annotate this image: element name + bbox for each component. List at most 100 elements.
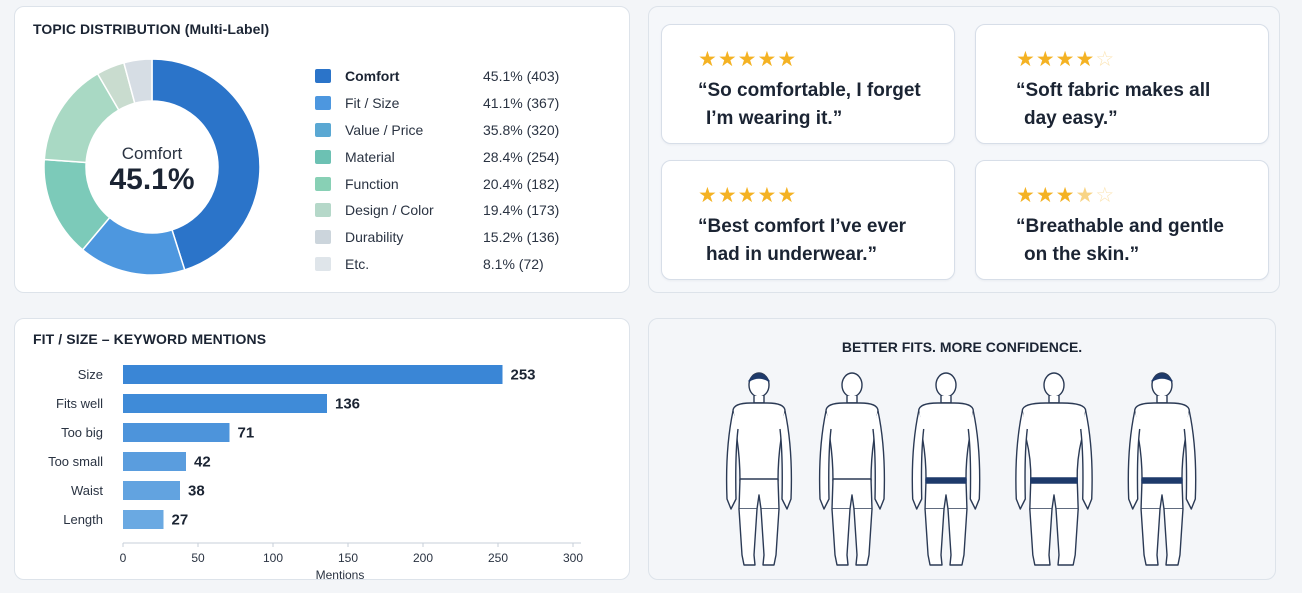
bar xyxy=(123,365,503,384)
figure-torso xyxy=(918,402,974,482)
figure-arm xyxy=(779,410,793,510)
body-figures-illustration xyxy=(725,372,1197,566)
figure-arm xyxy=(1080,410,1093,510)
figure-leg xyxy=(831,508,851,566)
bar xyxy=(123,510,164,529)
star-icon: ★ xyxy=(1035,184,1056,207)
legend-item: Material 28.4% (254) xyxy=(315,143,615,170)
legend-label: Design / Color xyxy=(345,202,434,219)
star-icon: ☆ xyxy=(1095,48,1116,71)
star-icon: ★ xyxy=(1016,48,1036,71)
figure-head xyxy=(1043,372,1065,398)
legend-swatch xyxy=(315,230,331,245)
figure-neck xyxy=(940,396,952,404)
bar-value-label: 42 xyxy=(194,454,211,471)
star-rating: ★★★★☆ xyxy=(1016,47,1115,72)
legend-label: Comfort xyxy=(345,68,400,85)
star-rating: ★★★★★ xyxy=(698,183,797,208)
bar-category-label: Waist xyxy=(71,483,103,498)
star-icon: ★ xyxy=(737,184,758,207)
reviews-panel: ★★★★★ “So comfortable, I forget I’m wear… xyxy=(648,6,1280,293)
figure-torso xyxy=(1021,402,1087,482)
legend-swatch xyxy=(315,96,331,111)
legend-label: Material xyxy=(345,148,395,165)
figure-arm xyxy=(1183,410,1197,510)
body-figure xyxy=(911,372,981,566)
legend-item: Etc. 8.1% (72) xyxy=(315,251,615,278)
legend-value: 35.8% (320) xyxy=(483,121,560,138)
figure-underwear xyxy=(738,478,780,510)
star-icon: ★ xyxy=(737,48,758,71)
review-card: ★★★★☆ “Breathable and gentle on the skin… xyxy=(975,160,1269,280)
bar-category-label: Length xyxy=(63,512,103,527)
figure-hair xyxy=(748,373,770,382)
review-card: ★★★★☆ “Soft fabric makes all day easy.” xyxy=(975,24,1269,144)
bar xyxy=(123,452,186,471)
legend-item: Durability 15.2% (136) xyxy=(315,224,615,251)
star-rating: ★★★★★ xyxy=(698,47,797,72)
legend-swatch xyxy=(315,176,331,191)
star-icon: ★ xyxy=(1075,184,1096,207)
figure-leg xyxy=(760,508,780,566)
body-figure xyxy=(1015,372,1093,566)
figure-head xyxy=(935,372,957,398)
donut-center-value: 45.1% xyxy=(109,163,194,196)
figure-hair xyxy=(1151,373,1173,382)
bar xyxy=(123,394,327,413)
bar-category-label: Too big xyxy=(61,425,103,440)
review-quote-line: I’m wearing it.” xyxy=(706,108,843,129)
figure-leg xyxy=(738,508,758,566)
donut-chart: Comfort 45.1% xyxy=(43,58,261,276)
legend-value: 8.1% (72) xyxy=(483,255,544,272)
star-rating: ★★★★☆ xyxy=(1016,183,1115,208)
legend-value: 19.4% (173) xyxy=(483,202,560,219)
star-icon: ★ xyxy=(717,184,738,207)
legend-swatch xyxy=(315,69,331,84)
body-figure xyxy=(818,372,886,566)
star-icon: ★ xyxy=(777,48,798,71)
legend-item: Function 20.4% (182) xyxy=(315,170,615,197)
figure-arm xyxy=(725,410,739,510)
figure-neck xyxy=(753,396,765,404)
donut-hole xyxy=(86,101,218,233)
review-quote: “So comfortable, I forget I’m wearing it… xyxy=(698,77,938,133)
star-icon: ☆ xyxy=(1095,184,1116,207)
legend-label: Function xyxy=(345,175,399,192)
review-quote-line: “Soft fabric makes all xyxy=(1016,80,1211,101)
figure-torso xyxy=(825,402,879,482)
bar-category-label: Size xyxy=(78,367,103,382)
figure-leg xyxy=(853,508,873,566)
figure-torso xyxy=(1134,402,1190,482)
figure-neck xyxy=(1156,396,1168,404)
topic-distribution-panel: TOPIC DISTRIBUTION (Multi-Label) Comfort… xyxy=(14,6,630,293)
x-tick-label: 250 xyxy=(488,551,508,565)
star-icon: ★ xyxy=(757,184,778,207)
x-axis-label: Mentions xyxy=(316,568,365,581)
figure-torso xyxy=(732,402,786,482)
donut-center-label: Comfort xyxy=(122,144,183,163)
star-icon: ★ xyxy=(1055,184,1076,207)
figure-arm xyxy=(1015,410,1028,510)
star-icon: ★ xyxy=(1075,48,1096,71)
legend-value: 20.4% (182) xyxy=(483,175,560,192)
figure-arm xyxy=(872,410,886,510)
figures-title: BETTER FITS. MORE CONFIDENCE. xyxy=(841,339,1083,355)
figure-waistband xyxy=(1030,477,1078,484)
x-tick-label: 100 xyxy=(263,551,283,565)
legend-value: 28.4% (254) xyxy=(483,148,560,165)
legend-label: Fit / Size xyxy=(345,95,400,112)
figure-neck xyxy=(1048,396,1060,404)
figure-leg xyxy=(1163,508,1184,566)
figure-arm xyxy=(818,410,832,510)
x-tick-label: 0 xyxy=(120,551,127,565)
legend-label: Etc. xyxy=(345,255,370,272)
review-quote-line: “Breathable and gentle xyxy=(1016,216,1224,237)
review-quote-line: “So comfortable, I forget xyxy=(698,80,921,101)
figure-head xyxy=(841,372,863,398)
star-icon: ★ xyxy=(698,184,718,207)
review-card: ★★★★★ “So comfortable, I forget I’m wear… xyxy=(661,24,955,144)
review-quote-line: on the skin.” xyxy=(1024,244,1140,265)
legend-swatch xyxy=(315,256,331,271)
figure-neck xyxy=(846,396,858,404)
legend-swatch xyxy=(315,203,331,218)
